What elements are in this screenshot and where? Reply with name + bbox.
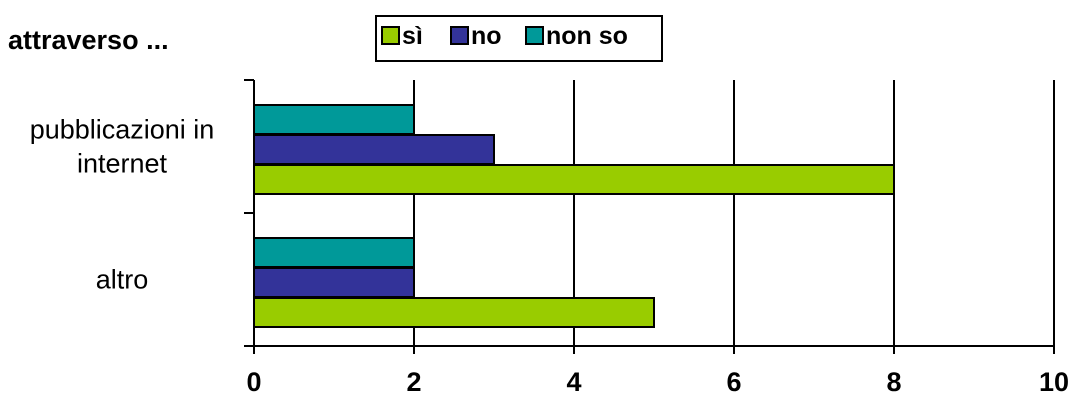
legend-swatch xyxy=(381,26,400,45)
axes xyxy=(244,79,1055,354)
bar-sì xyxy=(253,297,655,328)
legend-swatch xyxy=(450,26,469,45)
legend-label: no xyxy=(471,22,502,50)
category-label: altro xyxy=(96,265,149,295)
x-tick-label: 10 xyxy=(1039,367,1069,396)
x-tick-label: 8 xyxy=(886,367,901,396)
bar-non-so xyxy=(253,237,415,268)
legend-label: non so xyxy=(546,22,628,50)
legend-swatch xyxy=(525,26,544,45)
x-tick-label: 6 xyxy=(726,367,741,396)
bar-no xyxy=(253,134,495,165)
legend-label: sì xyxy=(402,22,423,50)
chart-title: attraverso ... xyxy=(8,25,169,55)
category-label: internet xyxy=(77,149,168,179)
tick-labels: 0 2 4 6 8 10 xyxy=(246,367,1069,396)
legend: sì no non so xyxy=(375,15,663,62)
x-tick-label: 2 xyxy=(406,367,421,396)
category-label: pubblicazioni in xyxy=(30,115,215,145)
bar-non-so xyxy=(253,104,415,135)
x-tick-label: 4 xyxy=(566,367,581,396)
category-labels: pubblicazioni in internet altro xyxy=(30,115,215,295)
bar-no xyxy=(253,267,415,298)
legend-box xyxy=(375,15,663,62)
x-tick-label: 0 xyxy=(246,367,261,396)
bar-sì xyxy=(253,164,895,195)
